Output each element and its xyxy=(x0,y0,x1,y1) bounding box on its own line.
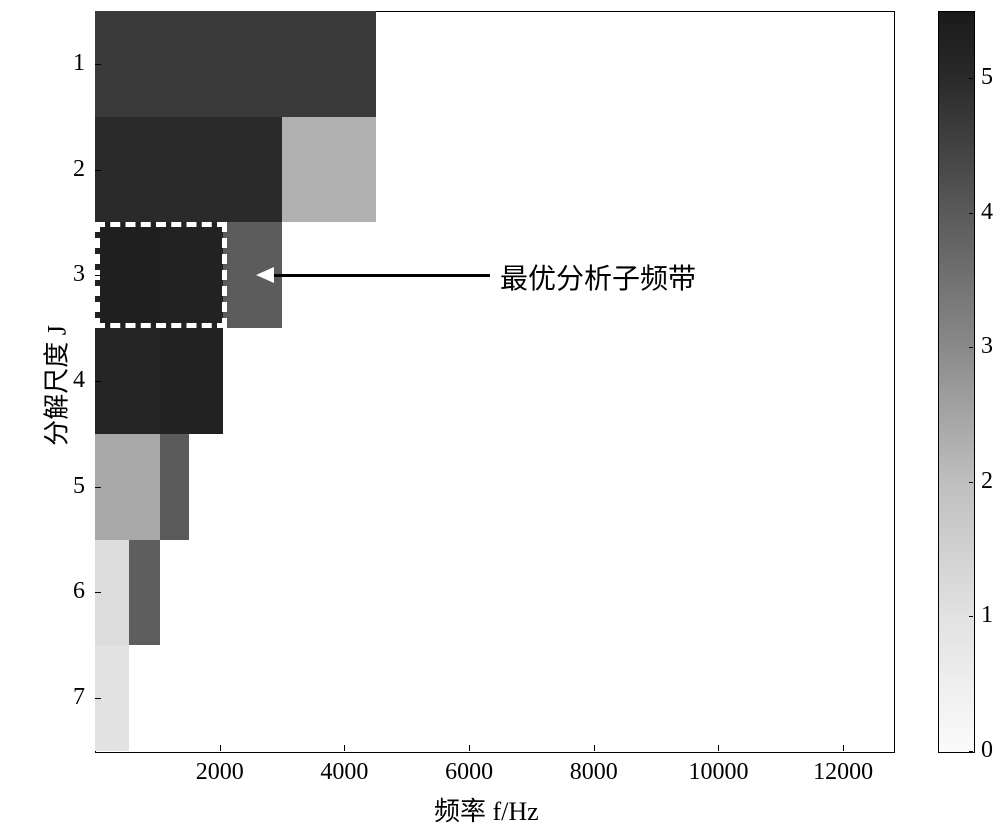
colorbar-tick-mark xyxy=(969,751,973,752)
x-tick-label: 10000 xyxy=(688,759,748,786)
y-tick-mark xyxy=(95,487,101,488)
colorbar-tick-mark xyxy=(969,213,973,214)
chart-container: 最优分析子频带 2000 4000 6000 8000 10000 12000 1 2 3 4 5 6… xyxy=(0,0,1000,826)
y-tick-mark xyxy=(95,698,101,699)
x-tick-mark xyxy=(594,745,595,751)
x-tick-label: 6000 xyxy=(439,759,499,786)
x-tick-label: 2000 xyxy=(190,759,250,786)
x-tick-label: 8000 xyxy=(564,759,624,786)
y-axis-label: 分解尺度 J xyxy=(37,316,74,456)
colorbar-tick-mark xyxy=(969,482,973,483)
y-tick-label: 7 xyxy=(59,684,85,711)
heatmap-cell xyxy=(129,540,160,646)
x-tick-label: 4000 xyxy=(314,759,374,786)
y-tick-mark xyxy=(95,64,101,65)
heatmap-cell xyxy=(160,434,188,540)
x-tick-mark xyxy=(220,745,221,751)
x-tick-mark xyxy=(344,745,345,751)
colorbar-tick-label: 0 xyxy=(981,737,993,764)
heatmap-cell xyxy=(95,117,282,223)
y-tick-label: 6 xyxy=(59,578,85,605)
x-tick-mark xyxy=(718,745,719,751)
colorbar-tick-label: 3 xyxy=(981,333,993,360)
x-tick-mark xyxy=(843,745,844,751)
colorbar-tick-label: 2 xyxy=(981,468,993,495)
y-tick-mark xyxy=(95,592,101,593)
y-tick-mark xyxy=(95,381,101,382)
y-tick-label: 2 xyxy=(59,156,85,183)
annotation-arrow-line xyxy=(270,274,490,277)
annotation-arrow-head xyxy=(256,267,274,283)
colorbar-tick-mark xyxy=(969,78,973,79)
colorbar xyxy=(938,11,975,753)
highlight-optimal-band xyxy=(95,222,227,328)
colorbar-tick-label: 5 xyxy=(981,64,993,91)
colorbar-tick-label: 1 xyxy=(981,602,993,629)
y-tick-label: 1 xyxy=(59,50,85,77)
y-tick-label: 5 xyxy=(59,473,85,500)
y-tick-label: 3 xyxy=(59,261,85,288)
annotation-text: 最优分析子频带 xyxy=(500,257,696,297)
x-tick-label: 12000 xyxy=(813,759,873,786)
heatmap-cell xyxy=(95,11,376,117)
x-axis-label: 频率 f/Hz xyxy=(434,791,539,828)
colorbar-tick-mark xyxy=(969,616,973,617)
colorbar-tick-mark xyxy=(969,347,973,348)
y-tick-mark xyxy=(95,170,101,171)
y-tick-mark xyxy=(95,275,101,276)
x-tick-mark xyxy=(469,745,470,751)
heatmap-cell xyxy=(95,434,160,540)
colorbar-tick-label: 4 xyxy=(981,199,993,226)
heatmap-cell xyxy=(160,328,222,434)
heatmap-cell xyxy=(282,117,376,223)
heatmap-cell xyxy=(95,328,160,434)
